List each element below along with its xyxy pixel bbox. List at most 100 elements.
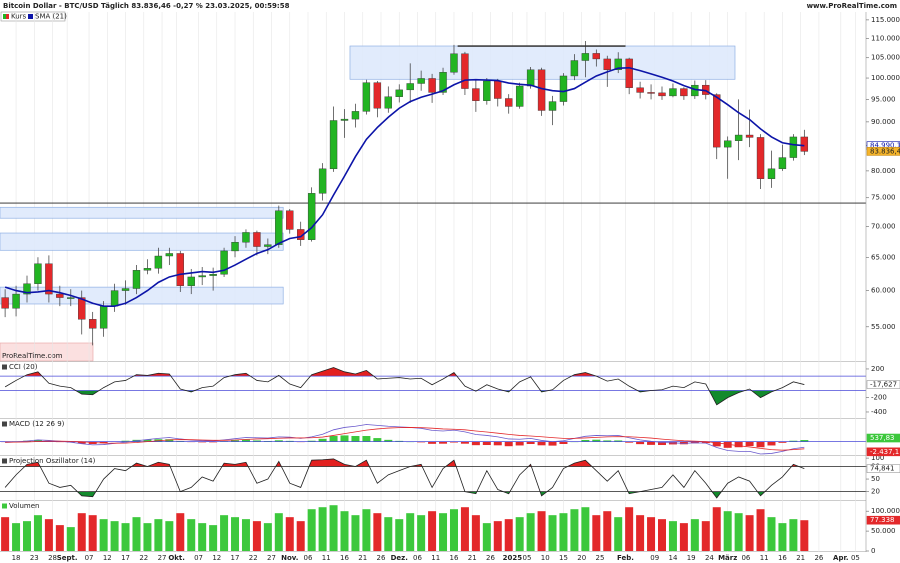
x-tick-label: Sept.: [57, 554, 78, 562]
x-tick-label: 17: [121, 554, 130, 562]
histogram-bar: [165, 439, 174, 442]
source: www.ProRealTime.com: [807, 2, 897, 10]
candle-body: [34, 263, 42, 284]
histogram-bar: [614, 440, 623, 442]
volume-bar: [373, 513, 382, 551]
last-value-text: 537,83: [870, 434, 895, 442]
volume-bar: [362, 509, 371, 551]
candle-body: [307, 193, 316, 240]
volume-bar: [395, 519, 404, 551]
candle-body: [723, 140, 732, 148]
volume-bar: [789, 519, 798, 551]
volume-bar: [241, 519, 250, 551]
y-tick-label: 105.000: [871, 54, 900, 62]
x-tick-label: 12: [103, 554, 112, 562]
volume-bar: [220, 515, 229, 551]
last-value-box: [866, 433, 900, 443]
legend-swatch: [28, 14, 33, 19]
x-tick-label: 17: [231, 554, 240, 562]
volume-bar: [636, 515, 645, 551]
volume-bar: [493, 521, 502, 551]
candle-body: [384, 96, 392, 109]
x-tick-label: 24: [705, 554, 714, 562]
legend-label: Kurs: [11, 13, 27, 21]
candle-body: [176, 253, 184, 286]
volume-bar: [482, 523, 491, 551]
candle-body: [67, 297, 75, 299]
histogram-bar: [734, 441, 743, 448]
panel-title: CCI (20): [9, 363, 38, 371]
x-tick-label: 16: [340, 554, 349, 562]
y-tick-label: 0: [871, 547, 875, 555]
histogram-bar: [592, 439, 601, 442]
candle-body: [559, 75, 568, 102]
candle-body: [99, 305, 108, 329]
x-tick-label: 23: [30, 554, 39, 562]
candle-body: [187, 276, 195, 286]
candle-body: [406, 83, 414, 91]
panel-title: Volumen: [9, 502, 39, 510]
candle-body: [472, 88, 480, 101]
x-tick-label: Apr.: [833, 554, 849, 562]
candle-body: [537, 69, 546, 111]
x-tick-label: Okt.: [168, 554, 185, 562]
volume-bar: [274, 513, 283, 551]
volume-bar: [285, 517, 294, 551]
y-tick-label: 80.000: [871, 167, 896, 175]
volume-bar: [176, 513, 185, 551]
volume-bar: [668, 521, 677, 551]
last-value-text: 83.836,45: [870, 147, 900, 155]
watermark-box: [0, 342, 94, 362]
candle-body: [483, 80, 491, 101]
x-tick-label: 11: [760, 554, 769, 562]
volume-bar: [110, 521, 119, 551]
candle-body: [318, 168, 327, 194]
candle-body: [570, 60, 579, 77]
volume-bar: [307, 509, 316, 551]
volume-bar: [55, 525, 64, 551]
x-tick-label: 06: [304, 554, 313, 562]
panel-title: Projection Oszillator (14): [9, 457, 96, 465]
histogram-bar: [77, 441, 86, 444]
volume-bar: [132, 517, 141, 551]
volume-bar: [1, 517, 10, 551]
histogram-bar: [778, 441, 787, 443]
x-tick-label: 28: [48, 554, 57, 562]
histogram-bar: [581, 439, 590, 442]
volume-bar: [406, 513, 415, 551]
candle-body: [253, 232, 261, 247]
histogram-bar: [548, 441, 557, 446]
panel-title-icon: [2, 458, 7, 464]
histogram-bar: [756, 441, 765, 448]
volume-bar: [439, 513, 448, 551]
candle-body: [603, 58, 611, 70]
histogram-bar: [625, 441, 634, 443]
volume-bar: [44, 519, 53, 551]
candle-body: [417, 78, 425, 84]
volume-bar: [614, 517, 623, 551]
volume-bar: [537, 511, 546, 551]
histogram-bar: [231, 440, 240, 442]
last-value-box: [866, 380, 900, 389]
candle-body: [242, 232, 250, 243]
x-tick-label: 20: [577, 554, 586, 562]
candle-body: [23, 283, 31, 295]
y-tick-label: 60.000: [871, 287, 896, 295]
volume-bar: [592, 515, 601, 551]
candle-body: [647, 92, 655, 94]
histogram-bar: [307, 440, 316, 442]
x-tick-label: 11: [431, 554, 440, 562]
x-tick-label: 26: [377, 554, 386, 562]
candle-body: [450, 53, 458, 73]
volume-bar: [99, 519, 108, 551]
x-tick-label: 26: [486, 554, 495, 562]
candle-body: [231, 242, 239, 252]
x-tick-label: 10: [541, 554, 550, 562]
candle-body: [767, 168, 776, 179]
watermark: ProRealTime.com: [2, 352, 63, 360]
histogram-bar: [767, 441, 776, 446]
volume-bar: [121, 523, 130, 551]
x-tick-label: 22: [249, 554, 258, 562]
volume-bar: [504, 519, 513, 551]
